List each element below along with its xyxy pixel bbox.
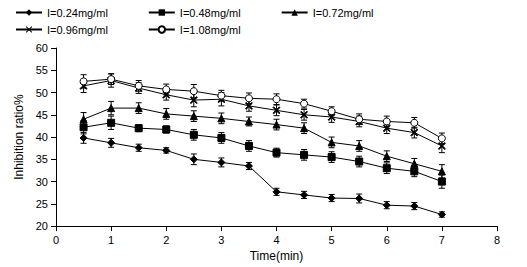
svg-text:50: 50 (36, 87, 48, 99)
svg-text:20: 20 (36, 220, 48, 232)
svg-text:I=0.96mg/ml: I=0.96mg/ml (47, 24, 108, 36)
svg-text:6: 6 (384, 234, 390, 246)
svg-text:1: 1 (108, 234, 114, 246)
svg-text:45: 45 (36, 109, 48, 121)
svg-text:I=0.24mg/ml: I=0.24mg/ml (47, 7, 108, 19)
svg-text:I=0.48mg/ml: I=0.48mg/ml (180, 7, 241, 19)
svg-text:Time(min): Time(min) (250, 249, 304, 263)
svg-text:I=0.72mg/ml: I=0.72mg/ml (313, 7, 374, 19)
svg-text:30: 30 (36, 176, 48, 188)
svg-text:0: 0 (53, 234, 59, 246)
svg-text:60: 60 (36, 42, 48, 54)
svg-text:55: 55 (36, 64, 48, 76)
svg-text:3: 3 (218, 234, 224, 246)
svg-text:8: 8 (494, 234, 500, 246)
svg-text:7: 7 (439, 234, 445, 246)
svg-text:I=1.08mg/ml: I=1.08mg/ml (180, 24, 241, 36)
svg-text:35: 35 (36, 153, 48, 165)
svg-text:4: 4 (273, 234, 279, 246)
svg-text:5: 5 (329, 234, 335, 246)
svg-text:2: 2 (163, 234, 169, 246)
svg-text:25: 25 (36, 198, 48, 210)
svg-text:Inhibition ratio%: Inhibition ratio% (12, 94, 26, 180)
svg-text:40: 40 (36, 131, 48, 143)
